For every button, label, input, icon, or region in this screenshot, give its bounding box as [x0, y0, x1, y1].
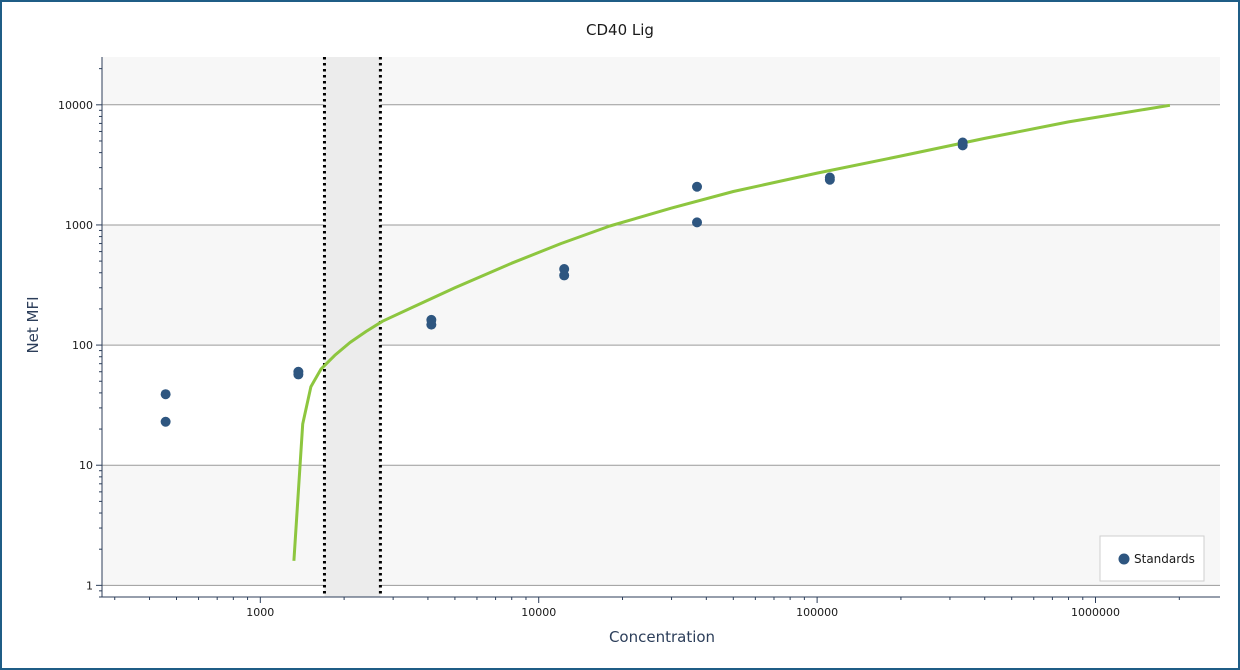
y-tick-label: 10000	[58, 99, 93, 112]
legend-label: Standards	[1134, 552, 1195, 566]
plot-band	[102, 57, 1220, 105]
data-point[interactable]	[692, 217, 703, 228]
data-point[interactable]	[559, 270, 570, 281]
y-tick-label: 1	[86, 579, 93, 592]
x-tick-label: 1000000	[1071, 606, 1120, 619]
y-tick-label: 10	[79, 459, 93, 472]
plot-background	[102, 57, 1220, 586]
y-tick-label: 1000	[65, 219, 93, 232]
x-tick-label: 10000	[521, 606, 556, 619]
x-axis-label: Concentration	[609, 628, 715, 646]
fit-curve-layer	[292, 103, 1171, 561]
y-axis-label: Net MFI	[24, 296, 42, 353]
x-tick-label: 1000	[246, 606, 274, 619]
data-point[interactable]	[426, 319, 437, 330]
data-point[interactable]	[692, 181, 703, 192]
x-tick-label: 100000	[796, 606, 838, 619]
legend-box	[1099, 535, 1205, 582]
x-ticks: 1000 10000 100000 1000000	[114, 597, 1180, 619]
data-point[interactable]	[160, 416, 171, 427]
fit-curve	[292, 103, 1171, 561]
legend-marker	[1118, 553, 1130, 565]
y-tick-label: 100	[72, 339, 93, 352]
chart-title: CD40 Lig	[586, 21, 654, 39]
y-ticks: 1 10 100 1000 10000	[58, 68, 102, 598]
plot-band	[102, 224, 1220, 346]
legend[interactable]: Standards	[1099, 535, 1205, 582]
plot-band	[102, 465, 1220, 586]
data-points	[160, 137, 968, 427]
data-point[interactable]	[160, 389, 171, 400]
data-point[interactable]	[957, 140, 968, 151]
data-point[interactable]	[824, 174, 835, 185]
data-point[interactable]	[293, 369, 304, 380]
grid-lines	[102, 104, 1220, 586]
